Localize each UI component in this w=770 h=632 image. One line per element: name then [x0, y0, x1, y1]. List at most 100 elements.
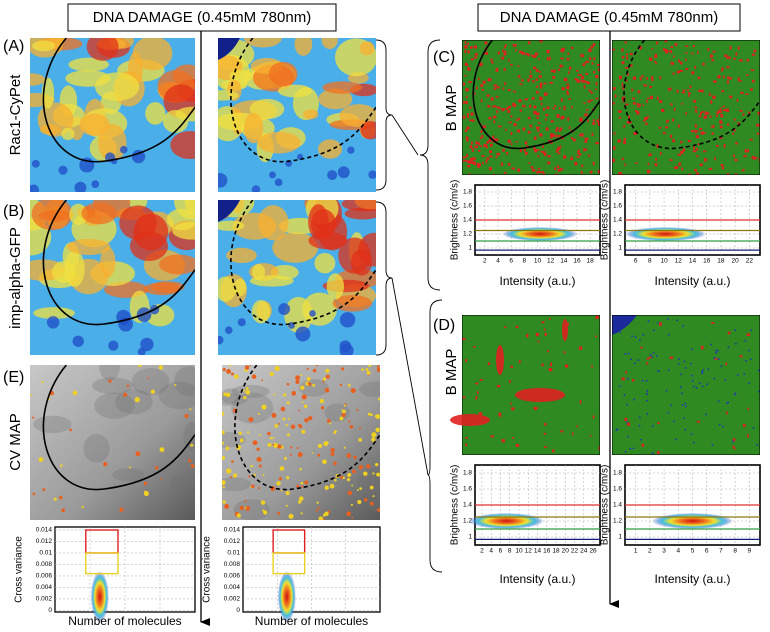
red-pixel: [682, 91, 686, 94]
blue-pixel: [627, 377, 629, 380]
x-tick-label: 18: [587, 258, 595, 265]
scatter-cloud: [90, 571, 109, 623]
cell-boundary: [42, 38, 195, 163]
cv-spot: [174, 384, 177, 387]
cv-spot: [134, 397, 140, 403]
red-pixel: [521, 79, 524, 82]
red-pixel: [579, 400, 582, 404]
cv-spot: [301, 485, 304, 488]
red-pixel: [625, 79, 628, 82]
blue-pixel: [649, 354, 652, 356]
x-tick-label: 14: [534, 548, 542, 555]
y-tick-label: 1.2: [613, 231, 622, 238]
red-pixel: [539, 96, 543, 101]
intensity-patch: [284, 296, 313, 333]
red-pixel: [728, 77, 732, 80]
dark-spot: [339, 312, 356, 328]
red-pixel: [529, 104, 532, 108]
red-pixel: [656, 96, 659, 100]
red-pixel: [541, 363, 544, 367]
red-pixel: [648, 356, 653, 359]
red-pixel: [508, 380, 512, 383]
red-pixel: [557, 135, 561, 137]
red-pixel: [634, 110, 639, 113]
red-pixel: [535, 112, 540, 116]
cv-spot: [277, 444, 282, 449]
red-pixel: [505, 44, 507, 46]
red-pixel: [466, 113, 470, 116]
red-pixel: [729, 46, 732, 50]
cv-spot: [359, 487, 362, 490]
red-pixel: [495, 68, 498, 73]
intensity-patch: [158, 254, 195, 275]
red-pixel: [709, 54, 713, 58]
blue-pixel: [630, 358, 632, 360]
intensity-patch: [229, 69, 254, 83]
red-pixel: [614, 94, 617, 98]
blue-pixel: [684, 402, 687, 405]
red-pixel: [595, 97, 599, 100]
red-pixel: [544, 328, 546, 331]
header-box: [477, 3, 741, 32]
red-pixel: [722, 105, 725, 108]
red-pixel: [537, 167, 541, 170]
blue-pixel: [758, 390, 760, 393]
cv-spot: [358, 465, 364, 470]
blue-pixel: [735, 342, 737, 345]
blue-pixel: [737, 374, 739, 376]
blue-pixel: [682, 417, 685, 419]
cv-spot: [283, 456, 287, 460]
cv-spot: [232, 473, 238, 478]
red-pixel: [621, 48, 624, 52]
red-pixel: [579, 117, 583, 121]
red-pixel: [720, 114, 723, 118]
intensity-patch: [354, 200, 376, 210]
red-pixel: [462, 159, 466, 162]
cv-spot: [317, 453, 321, 457]
dark-spot: [269, 171, 276, 179]
cv-spot: [129, 466, 132, 469]
cv-spot: [300, 385, 305, 390]
red-pixel: [756, 123, 760, 127]
red-pixel: [582, 63, 586, 67]
cv-spot: [307, 382, 310, 385]
blue-pixel: [727, 401, 729, 404]
cv-spot: [334, 430, 337, 433]
cv-spot: [144, 490, 147, 493]
cv-spot: [244, 500, 247, 503]
intensity-patch: [360, 121, 376, 140]
red-pixel: [583, 148, 587, 152]
blue-pixel: [619, 331, 622, 334]
red-pixel: [527, 78, 530, 82]
red-pixel: [659, 322, 662, 326]
red-pixel: [646, 362, 649, 365]
red-pixel: [484, 52, 488, 55]
x-tick-label: 12: [675, 258, 683, 265]
blue-pixel: [720, 365, 723, 367]
red-pixel: [746, 59, 750, 62]
red-pixel: [744, 149, 747, 153]
cv-spot: [334, 478, 337, 482]
cv-spot: [248, 416, 254, 423]
cv-spot: [347, 384, 351, 387]
red-pixel: [543, 423, 547, 426]
blue-pixel: [653, 329, 655, 332]
cv-spot: [341, 412, 346, 418]
red-pixel: [499, 415, 502, 417]
red-pixel: [538, 122, 541, 124]
cv-spot: [143, 481, 148, 486]
red-pixel: [481, 88, 484, 91]
red-pixel: [658, 126, 662, 129]
red-pixel: [583, 102, 586, 104]
dark-spot: [327, 170, 338, 181]
red-pixel: [624, 417, 628, 421]
red-pixel: [534, 149, 538, 153]
red-pixel: [670, 62, 674, 65]
heat-map: [30, 200, 195, 355]
red-pixel: [695, 135, 699, 139]
red-pixel: [578, 149, 580, 152]
red-pixel: [694, 106, 698, 109]
red-pixel: [474, 56, 478, 59]
red-pixel: [508, 59, 511, 62]
b-map: [462, 315, 600, 455]
